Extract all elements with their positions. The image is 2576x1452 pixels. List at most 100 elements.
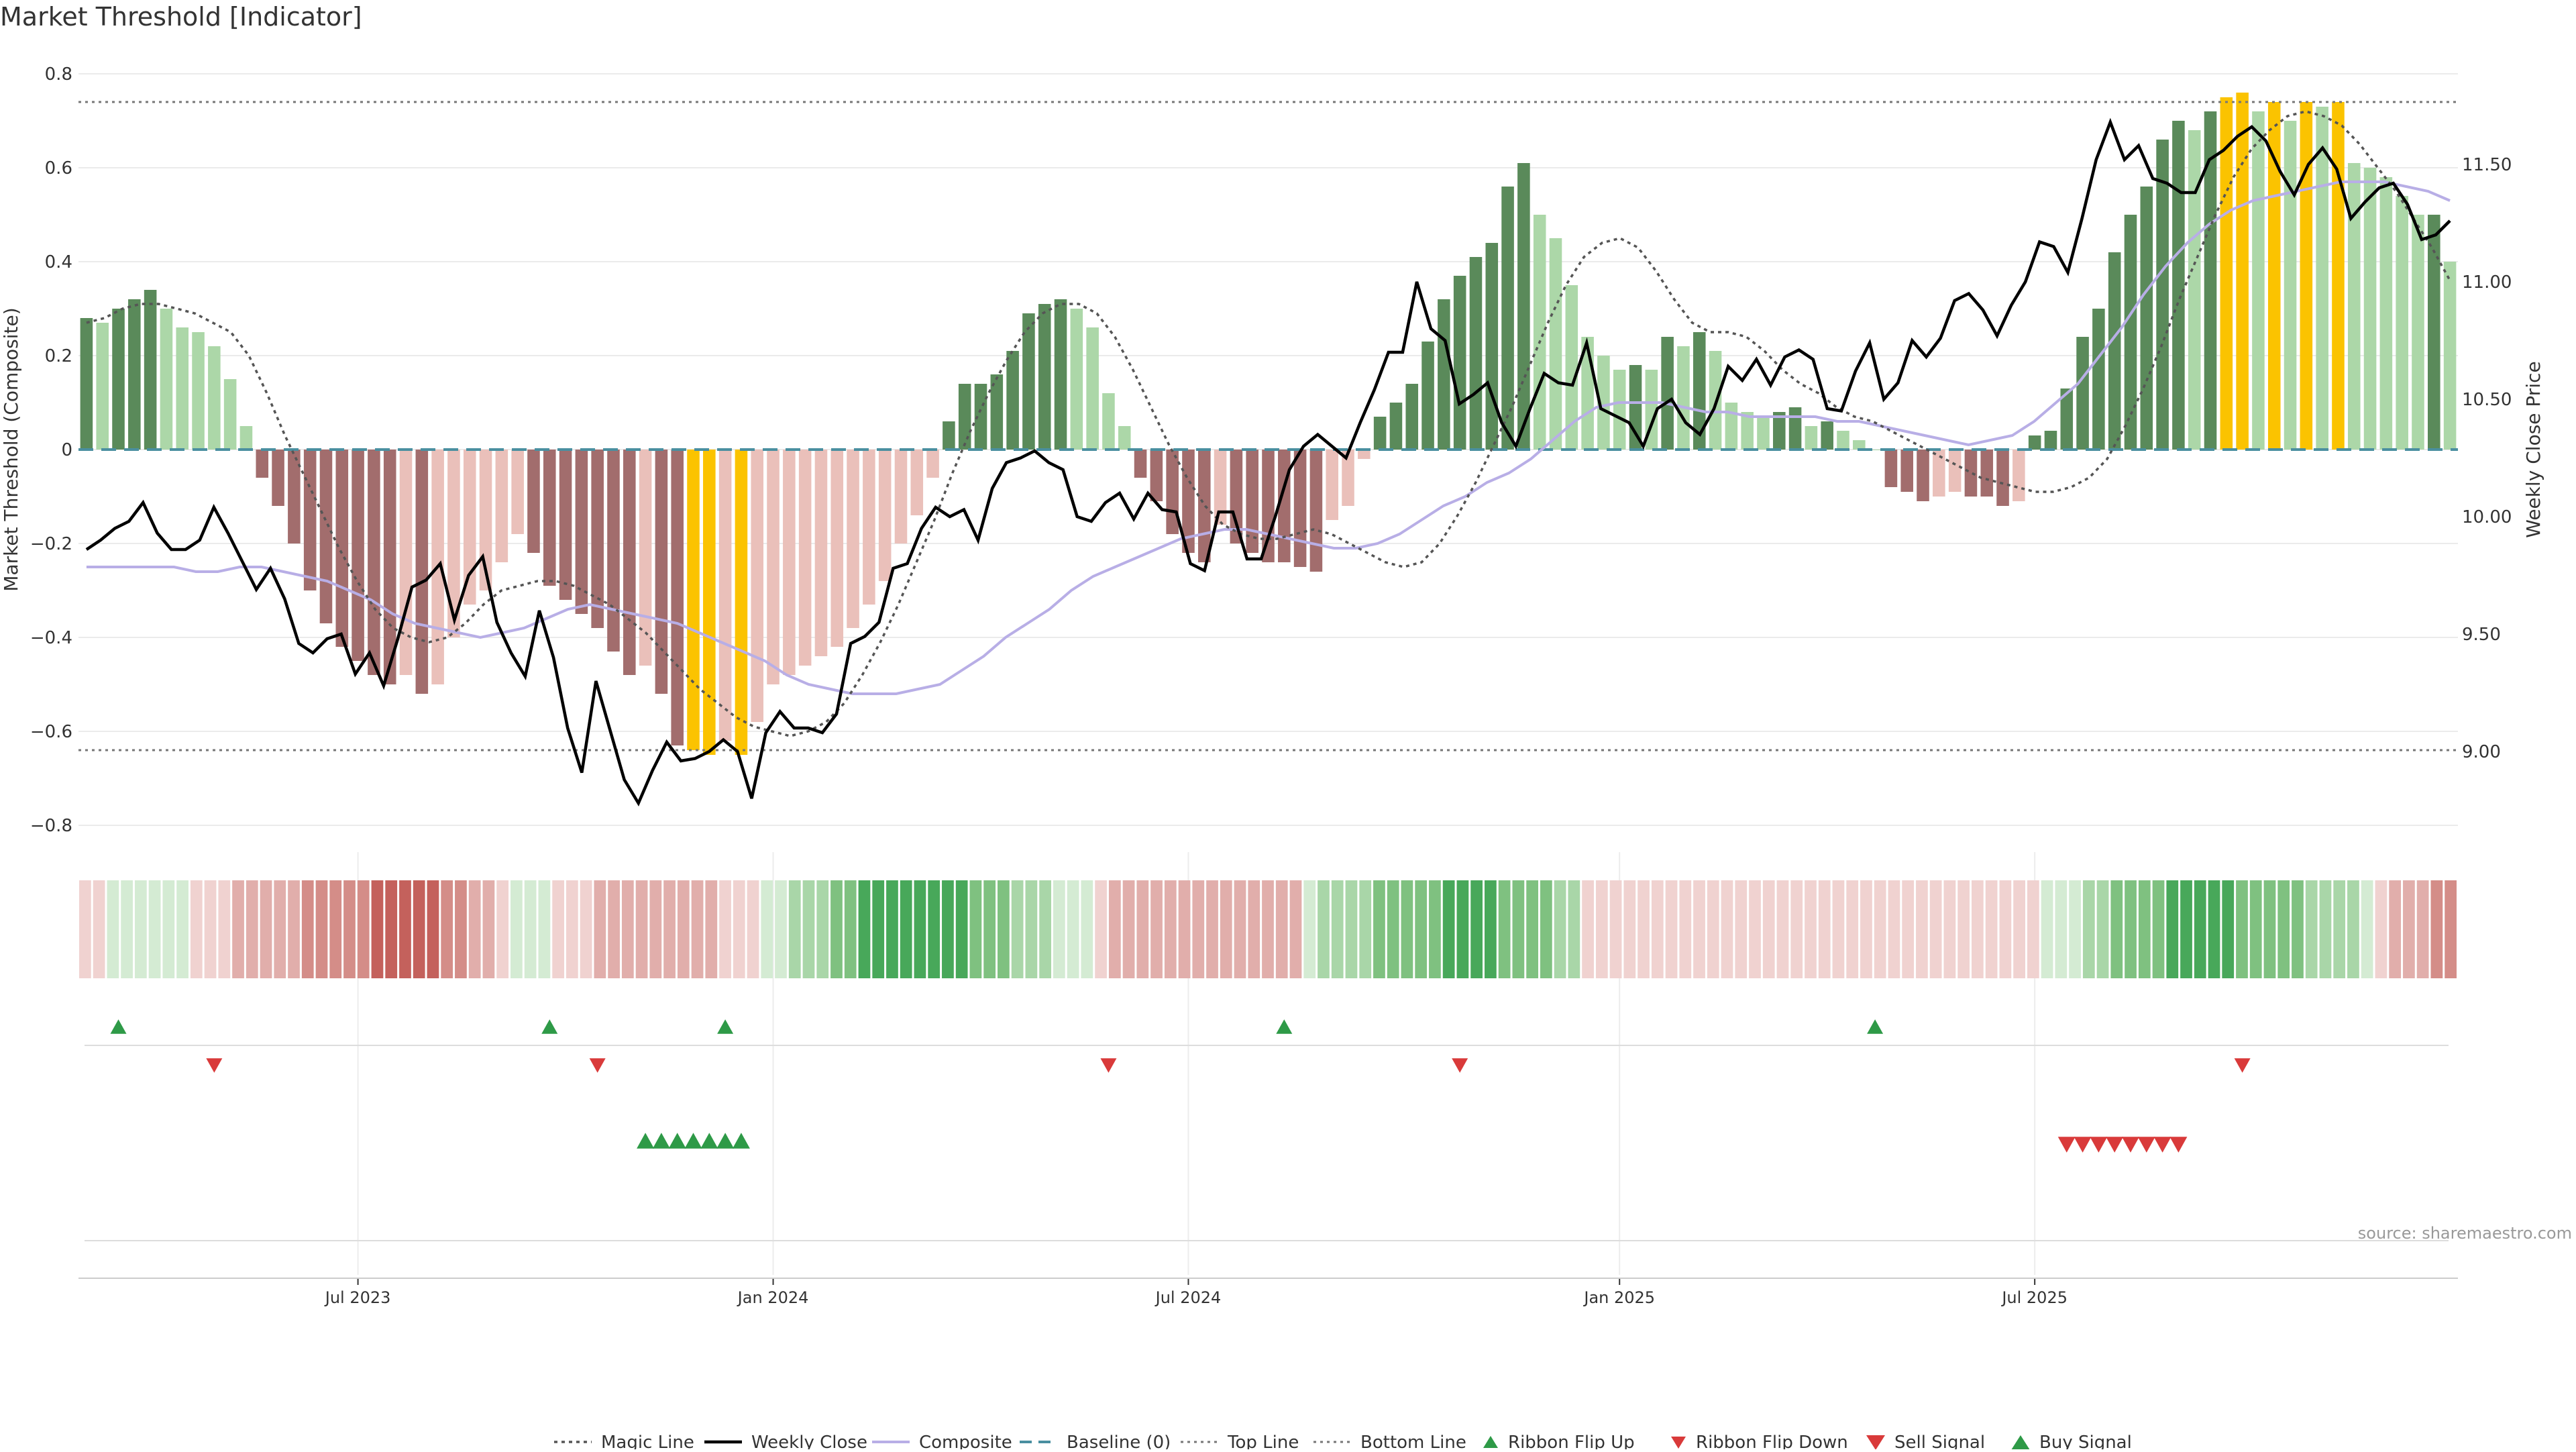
ribbon-cell bbox=[2319, 880, 2332, 978]
ribbon-cell bbox=[1665, 880, 1678, 978]
ribbon-cell bbox=[1415, 880, 1428, 978]
ribbon-cell bbox=[2110, 880, 2123, 978]
threshold-bar bbox=[847, 450, 859, 628]
legend-label: Baseline (0) bbox=[1067, 1433, 1171, 1449]
ribbon-cell bbox=[621, 880, 634, 978]
threshold-bar bbox=[1230, 450, 1243, 543]
ribbon-cell bbox=[357, 880, 370, 978]
threshold-bar bbox=[128, 299, 141, 450]
threshold-bar bbox=[1022, 313, 1035, 450]
ribbon-cell bbox=[399, 880, 411, 978]
threshold-bar bbox=[1996, 450, 2009, 506]
threshold-bar bbox=[2012, 450, 2025, 501]
threshold-bar bbox=[1038, 304, 1051, 450]
threshold-bar bbox=[1629, 365, 1642, 450]
threshold-bar bbox=[2316, 107, 2328, 450]
ribbon-flip-up-marker bbox=[1867, 1019, 1884, 1034]
left-tick-label: 0 bbox=[61, 440, 72, 460]
ribbon-flip-up-marker bbox=[717, 1019, 734, 1034]
threshold-bar bbox=[288, 450, 301, 543]
ribbon-cell bbox=[928, 880, 941, 978]
ribbon-cell bbox=[1721, 880, 1733, 978]
ribbon-cell bbox=[1679, 880, 1692, 978]
right-tick-label: 10.00 bbox=[2462, 507, 2512, 527]
ribbon-cell bbox=[1874, 880, 1886, 978]
ribbon-cell bbox=[1289, 880, 1302, 978]
threshold-bar bbox=[1453, 276, 1466, 450]
x-tick-label: Jan 2025 bbox=[1582, 1288, 1655, 1307]
ribbon-cell bbox=[2041, 880, 2053, 978]
ribbon-cell bbox=[900, 880, 912, 978]
ribbon-cell bbox=[148, 880, 161, 978]
ribbon-cell bbox=[955, 880, 968, 978]
threshold-bar bbox=[2236, 93, 2249, 450]
ribbon-cell bbox=[1178, 880, 1191, 978]
ribbon-cell bbox=[2277, 880, 2290, 978]
threshold-bar bbox=[495, 450, 508, 562]
ribbon-cell bbox=[1150, 880, 1163, 978]
buy-signal-marker bbox=[732, 1133, 750, 1149]
ribbon-cell bbox=[1790, 880, 1803, 978]
left-axis-label: Market Threshold (Composite) bbox=[0, 307, 22, 591]
threshold-bar bbox=[1900, 450, 1913, 492]
threshold-bar bbox=[1389, 403, 1403, 450]
threshold-bar bbox=[1565, 285, 1578, 450]
ribbon-cell bbox=[468, 880, 481, 978]
buy-signal-marker bbox=[668, 1133, 686, 1149]
threshold-bar bbox=[1070, 309, 1083, 450]
legend-item-close: Weekly Close bbox=[704, 1433, 867, 1452]
signal-rows bbox=[85, 1019, 2449, 1241]
threshold-bar bbox=[352, 450, 364, 661]
threshold-bar bbox=[1677, 346, 1690, 450]
threshold-bar bbox=[767, 450, 780, 684]
threshold-bar bbox=[2156, 140, 2169, 450]
ribbon-cell bbox=[121, 880, 133, 978]
ribbon-cell bbox=[733, 880, 745, 978]
ribbon-cell bbox=[538, 880, 551, 978]
threshold-bar bbox=[2347, 163, 2361, 450]
ribbon-panel bbox=[79, 880, 2457, 978]
legend-label: Top Line bbox=[1227, 1433, 1299, 1449]
ribbon-cell bbox=[232, 880, 244, 978]
threshold-bar bbox=[208, 346, 221, 450]
threshold-bar bbox=[272, 450, 284, 506]
ribbon-cell bbox=[1943, 880, 1956, 978]
ribbon-cell bbox=[1220, 880, 1232, 978]
threshold-bar bbox=[1533, 215, 1546, 450]
ribbon-cell bbox=[998, 880, 1010, 978]
left-tick-label: −0.4 bbox=[30, 628, 72, 648]
x-tick-label: Jul 2023 bbox=[324, 1288, 391, 1307]
left-tick-label: 0.2 bbox=[45, 346, 72, 366]
right-tick-label: 11.00 bbox=[2462, 272, 2512, 293]
ribbon-cell bbox=[1011, 880, 1024, 978]
threshold-bar bbox=[176, 327, 189, 450]
ribbon-flip-down-marker bbox=[206, 1058, 223, 1073]
ribbon-cell bbox=[1902, 880, 1915, 978]
threshold-bar bbox=[1597, 356, 1610, 450]
ribbon-cell bbox=[496, 880, 509, 978]
ribbon-cell bbox=[2403, 880, 2415, 978]
threshold-bar bbox=[463, 450, 476, 605]
ribbon-cell bbox=[1095, 880, 1107, 978]
threshold-bar bbox=[894, 450, 908, 543]
ribbon-cell bbox=[830, 880, 843, 978]
ribbon-cell bbox=[1053, 880, 1065, 978]
threshold-bar bbox=[1469, 257, 1483, 450]
ribbon-cell bbox=[1860, 880, 1872, 978]
threshold-bar bbox=[1309, 450, 1323, 572]
ribbon-cell bbox=[1331, 880, 1344, 978]
legend-label: Sell Signal bbox=[1894, 1433, 1985, 1449]
ribbon-cell bbox=[1373, 880, 1385, 978]
ribbon-cell bbox=[775, 880, 787, 978]
ribbon-cell bbox=[2027, 880, 2039, 978]
ribbon-flip-up-marker bbox=[1276, 1019, 1293, 1034]
legend-label: Magic Line bbox=[601, 1433, 694, 1449]
ribbon-cell bbox=[1485, 880, 1497, 978]
threshold-bar bbox=[399, 450, 413, 675]
threshold-bar bbox=[2332, 102, 2345, 450]
threshold-bar bbox=[527, 450, 540, 553]
buy-signal-marker bbox=[684, 1133, 702, 1149]
ribbon-cell bbox=[2152, 880, 2165, 978]
legend-item-sell: Sell Signal bbox=[1866, 1433, 1985, 1452]
left-tick-label: −0.6 bbox=[30, 722, 72, 742]
